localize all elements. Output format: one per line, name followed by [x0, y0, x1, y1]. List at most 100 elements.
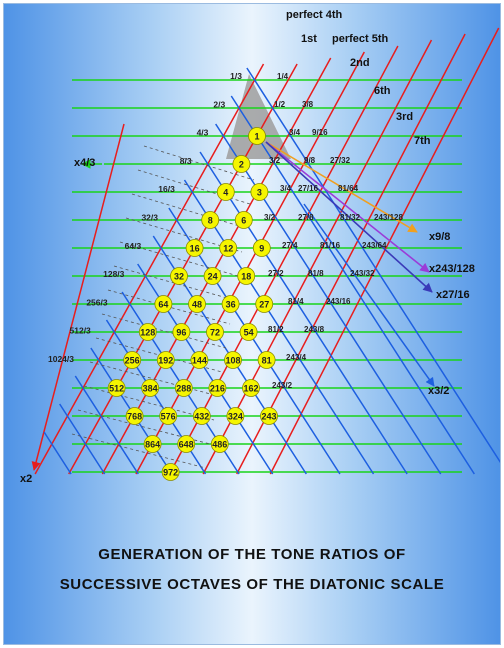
interval-label: 3rd — [396, 111, 413, 123]
node-label: 3 — [257, 188, 262, 198]
left-ratio-label: 2/3 — [213, 99, 225, 109]
node-label: 486 — [212, 440, 227, 450]
node-label: 243 — [261, 412, 276, 422]
node-label: 54 — [244, 328, 254, 338]
node-label: 972 — [163, 468, 178, 478]
node-label: 864 — [145, 440, 160, 450]
node-label: 18 — [241, 272, 251, 282]
node-circle — [210, 435, 229, 453]
blue-line — [230, 95, 475, 475]
operation-label: x27/16 — [436, 289, 470, 301]
node-circle — [138, 323, 157, 341]
node-label: 128 — [140, 328, 155, 338]
ratio-label: 243/128 — [374, 213, 403, 222]
operation-label: x9/8 — [429, 231, 450, 243]
node-label: 288 — [176, 384, 191, 394]
interval-label: 7th — [414, 135, 431, 147]
node-circle — [221, 295, 240, 313]
node-label: 48 — [192, 300, 202, 310]
ratio-label: 243/32 — [350, 269, 375, 278]
node-circle — [185, 239, 204, 257]
red-line — [168, 45, 399, 475]
node-label: 16 — [190, 244, 200, 254]
caption-line-2: SUCCESSIVE OCTAVES OF THE DIATONIC SCALE — [59, 576, 445, 593]
node-circle — [192, 407, 211, 425]
dashed-line — [143, 145, 255, 181]
node-circle — [257, 351, 276, 369]
left-ratio-label: 128/3 — [103, 269, 125, 279]
dashed-line — [77, 409, 211, 445]
blue-line — [43, 431, 72, 475]
ratio-label: 243/64 — [362, 241, 387, 250]
node-label: 64 — [158, 300, 168, 310]
ratio-label: 3/4 — [280, 184, 292, 193]
dashed-line — [125, 217, 243, 253]
node-label: 72 — [210, 328, 220, 338]
blue-line — [199, 151, 408, 475]
node-circle — [156, 351, 175, 369]
node-circle — [177, 435, 196, 453]
node-circle — [237, 267, 256, 285]
ratio-label: 81/4 — [288, 297, 304, 306]
ratio-label: 81/64 — [338, 184, 359, 193]
ratio-label: 243/2 — [272, 381, 293, 390]
node-circle — [159, 407, 178, 425]
ratio-label: 1/4 — [277, 72, 289, 81]
node-label: 9 — [259, 244, 264, 254]
node-label: 36 — [226, 300, 236, 310]
node-circle — [201, 211, 220, 229]
caption-line-1: GENERATION OF THE TONE RATIOS OF — [98, 546, 406, 563]
ratio-label: 27/4 — [282, 241, 298, 250]
left-ratio-label: 1/3 — [230, 71, 242, 81]
node-circle — [141, 379, 160, 397]
ratio-label: 243/16 — [326, 297, 351, 306]
node-label: 2 — [239, 160, 244, 170]
node-circle — [107, 379, 126, 397]
ratio-label: 3/2 — [269, 156, 281, 165]
node-label: 8 — [208, 216, 213, 226]
node-label: 432 — [194, 412, 209, 422]
node-label: 96 — [176, 328, 186, 338]
ratio-label: 81/32 — [340, 213, 361, 222]
blue-line — [59, 403, 106, 475]
interval-label: 1st — [301, 33, 317, 45]
node-circle — [260, 407, 278, 425]
node-circle — [248, 127, 266, 145]
node-circle — [170, 267, 188, 285]
operation-label: x3/2 — [428, 385, 449, 397]
node-label: 32 — [174, 272, 184, 282]
grey-triangle — [226, 74, 291, 159]
node-label: 324 — [228, 412, 243, 422]
left-ratio-label: 8/3 — [180, 156, 192, 166]
node-circle — [125, 407, 144, 425]
node-circle — [174, 379, 193, 397]
red-line — [236, 33, 466, 475]
ratio-label: 243/4 — [286, 353, 307, 362]
arrow-x9-8 — [265, 141, 418, 233]
node-label: 162 — [243, 384, 258, 394]
interval-label: perfect 5th — [332, 33, 389, 45]
interval-label: 6th — [374, 85, 391, 97]
node-label: 12 — [223, 244, 233, 254]
node-label: 108 — [225, 356, 240, 366]
node-circle — [208, 379, 227, 397]
ratio-label: 1/2 — [274, 100, 286, 109]
dashed-line — [83, 385, 215, 421]
operation-label: x2 — [20, 473, 32, 485]
interval-label: 2nd — [350, 57, 370, 69]
dashed-line — [137, 169, 251, 205]
dashed-line — [71, 433, 207, 469]
node-label: 6 — [241, 216, 246, 226]
ratio-label: 81/2 — [268, 325, 284, 334]
node-circle — [206, 323, 224, 341]
node-circle — [216, 183, 235, 201]
diagram-panel: 1 2 4 3 8 6 16 12 9 32 24 18 64 48 36 27 128 96 72 54 256 192… — [3, 3, 501, 645]
ratio-label: 27/32 — [330, 156, 351, 165]
node-circle — [239, 323, 258, 341]
node-label: 81 — [262, 356, 272, 366]
blue-line — [215, 123, 442, 475]
red-line — [34, 63, 265, 475]
blue-line — [74, 375, 139, 475]
red-line — [202, 39, 433, 475]
